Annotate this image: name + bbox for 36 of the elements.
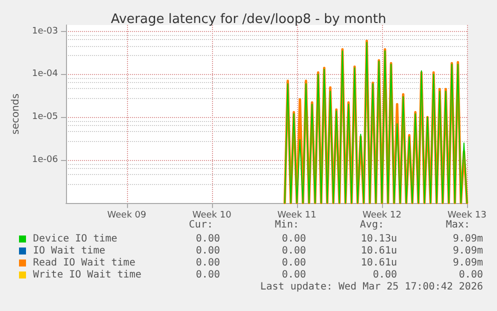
legend-label: Device IO time xyxy=(33,234,118,244)
text: 10.61u xyxy=(360,246,397,256)
text: 9.09m xyxy=(452,258,483,268)
text: 10.61u xyxy=(360,258,397,268)
x-tick-label: Week 12 xyxy=(362,210,402,220)
text: 0.00 xyxy=(196,246,220,256)
y-tick-label: 1e-06 xyxy=(32,155,58,166)
text: 0.00 xyxy=(458,270,483,280)
x-tick-label: Week 10 xyxy=(192,210,232,220)
text: Min: xyxy=(274,220,299,230)
text: Cur: xyxy=(188,220,213,230)
x-tick-label: Week 13 xyxy=(448,210,486,220)
legend-label: Read IO Wait time xyxy=(33,258,136,268)
text: Max: xyxy=(446,220,470,230)
chart-title: Average latency for /dev/loop8 - by month xyxy=(110,12,386,27)
text: Avg: xyxy=(360,220,384,230)
text: Last update: Wed Mar 25 17:00:42 2026 xyxy=(260,282,483,292)
text: 0.00 xyxy=(282,234,306,244)
y-tick-label: 1e-05 xyxy=(32,112,58,122)
text: 0.00 xyxy=(282,246,306,256)
x-tick-label: Week 09 xyxy=(107,210,147,220)
y-axis-title: seconds xyxy=(10,94,22,134)
text: 10.13u xyxy=(360,234,397,244)
x-tick-label: Week 11 xyxy=(277,210,316,220)
legend-label: IO Wait time xyxy=(33,246,106,256)
y-tick-label: 1e-04 xyxy=(32,69,58,80)
text: 0.00 xyxy=(196,234,220,244)
text: 0.00 xyxy=(282,258,306,268)
text: 9.09m xyxy=(452,234,483,244)
text: 0.00 xyxy=(282,270,306,280)
text: 0.00 xyxy=(372,270,397,280)
text: 0.00 xyxy=(196,270,220,280)
text: 9.09m xyxy=(452,246,483,256)
legend-label: Write IO Wait time xyxy=(33,270,142,280)
text: 0.00 xyxy=(196,258,220,268)
y-tick-label: 1e-03 xyxy=(32,26,58,36)
